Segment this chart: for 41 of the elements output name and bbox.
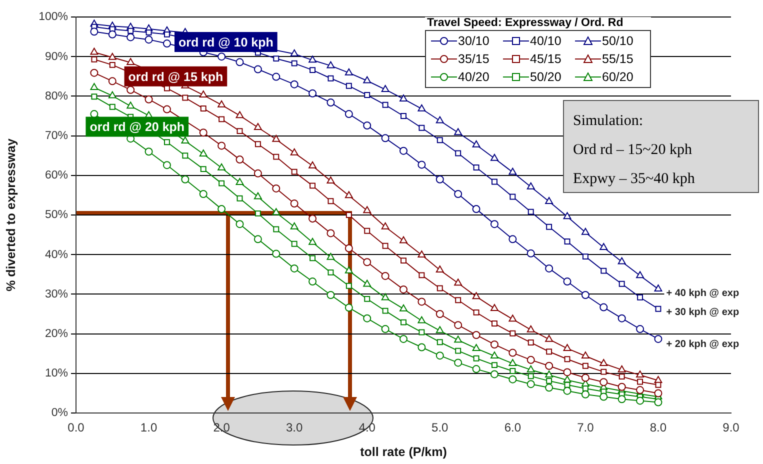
x-tick-label: 7.0 bbox=[577, 420, 594, 435]
y-tick-label: 0% bbox=[51, 407, 68, 420]
y-tick-label: 30% bbox=[44, 288, 68, 300]
y-tick-label: 50% bbox=[44, 209, 68, 222]
legend-label: 60/20 bbox=[602, 70, 634, 84]
legend-title: Travel Speed: Expressway / Ord. Rd bbox=[425, 17, 651, 29]
y-tick-label: 70% bbox=[44, 130, 68, 142]
y-tick-label: 20% bbox=[44, 328, 68, 340]
annotation: Ord rd – 15~20 kph bbox=[573, 141, 693, 160]
x-axis-title: toll rate (P/km) bbox=[360, 444, 447, 459]
x-tick-label: 5.0 bbox=[432, 420, 449, 435]
x-tick-label: 6.0 bbox=[504, 420, 522, 435]
legend-label: 50/10 bbox=[602, 34, 634, 48]
y-tick-label: 60% bbox=[44, 170, 68, 182]
annotation: Simulation: bbox=[573, 112, 644, 131]
annotation: ord rd @ 20 kph bbox=[90, 120, 185, 134]
x-tick-label: 0.0 bbox=[68, 420, 85, 435]
legend-label: 40/10 bbox=[530, 34, 562, 48]
y-tick-label: 40% bbox=[44, 248, 68, 261]
note-box: Simulation: Ord rd – 15~20 kph Expwy – 35~40 kph bbox=[563, 100, 759, 193]
x-tick-label: 3.0 bbox=[286, 420, 303, 435]
legend-label: 50/20 bbox=[530, 70, 562, 84]
y-axis-title: % diverted to expressway bbox=[4, 138, 18, 292]
y-tick-label: 10% bbox=[44, 368, 68, 380]
x-tick-label: 9.0 bbox=[722, 420, 740, 435]
y-tick-label: 100% bbox=[38, 11, 68, 24]
x-tick-label: 1.0 bbox=[140, 420, 158, 435]
legend-label: 45/15 bbox=[530, 52, 562, 66]
annotation: ord rd @ 15 kph bbox=[128, 70, 224, 84]
legend-label: 30/10 bbox=[458, 34, 490, 48]
legend-label: 55/15 bbox=[602, 52, 634, 66]
annotation: + 40 kph @ exp bbox=[666, 288, 740, 299]
annotation: Expwy – 35~40 kph bbox=[573, 170, 696, 189]
annotation: + 30 kph @ exp bbox=[666, 306, 740, 318]
legend-label: 35/15 bbox=[458, 52, 490, 66]
annotation: ord rd @ 10 kph bbox=[178, 35, 274, 50]
annotation: + 20 kph @ exp bbox=[666, 338, 740, 350]
y-tick-label: 80% bbox=[44, 90, 68, 102]
legend-label: 40/20 bbox=[458, 70, 490, 84]
x-tick-label: 8.0 bbox=[650, 420, 667, 435]
y-tick-label: 90% bbox=[44, 50, 68, 63]
